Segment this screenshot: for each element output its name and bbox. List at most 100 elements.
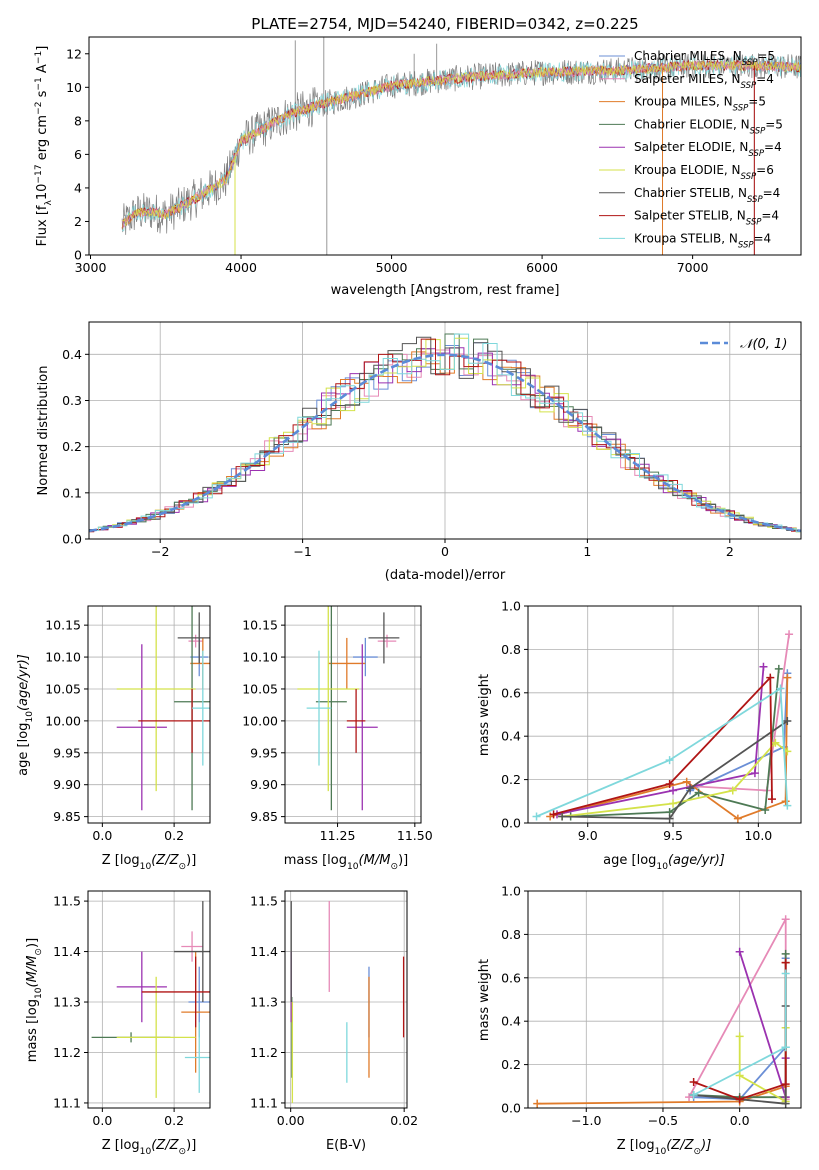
axes-frame (87, 605, 211, 824)
chart-residuals: −2 −1 0 1 2 0.0 0.1 0.2 0.3 0.4 (data-model)/error… (36, 321, 802, 583)
weight-marker (783, 673, 792, 682)
x-tick-label: 0.02 (390, 1113, 418, 1128)
x-tick-label: 0.00 (277, 1113, 305, 1128)
weight-marker (766, 673, 775, 682)
y-tick-label: 11.4 (250, 944, 278, 959)
y-tick-label: 0.1 (62, 485, 82, 500)
y-axis-label: Normed distribution (36, 366, 51, 496)
y-tick-label: 0.0 (501, 816, 521, 831)
weight-marker (533, 1099, 542, 1108)
axes-frame (284, 605, 422, 824)
plot-area (532, 630, 794, 823)
y-tick-label: 11.3 (53, 995, 81, 1010)
y-tick-label: 8 (74, 113, 82, 128)
y-tick-label: 0.2 (62, 439, 82, 454)
x-tick-label: −0.5 (648, 1113, 678, 1128)
weight-marker (735, 1071, 744, 1080)
weight-marker (781, 1080, 790, 1089)
chart-age_vs_mass: 11.25 11.50 9.85 9.90 9.95 10.00 10.05 10.10 10.… (242, 605, 433, 872)
y-tick-label: 11.5 (53, 894, 81, 909)
axes-frame (527, 605, 802, 824)
y-tick-label: 11.2 (250, 1045, 278, 1060)
y-tick-label: 0.0 (501, 1101, 521, 1116)
weight-marker (785, 630, 794, 639)
y-tick-label: 10.15 (242, 618, 278, 633)
y-tick-label: 10 (66, 80, 82, 95)
weight-marker (774, 664, 783, 673)
x-tick-label: 9.0 (578, 828, 598, 843)
weight-marker (735, 1032, 744, 1041)
weight-marker (776, 684, 785, 693)
axes-frame (88, 36, 802, 256)
y-tick-label: 11.5 (250, 894, 278, 909)
x-tick-label: 0.2 (164, 1113, 184, 1128)
weight-line (738, 951, 787, 1098)
y-tick-label: 2 (74, 214, 82, 229)
chart-spectrum: 3000 4000 5000 6000 7000 0 2 4 6 8 10 12 wavelength … (34, 36, 802, 298)
legend-label: Kroupa STELIB, NSSP=4 (634, 231, 771, 250)
x-tick-label: 0.0 (92, 828, 112, 843)
x-tick-label: 2 (726, 544, 734, 559)
y-tick-label: 11.2 (53, 1045, 81, 1060)
weight-marker (771, 738, 780, 747)
chart-mass_vs_EBV: 0.00 0.02 11.1 11.2 11.3 11.4 11.5 E(B-V) (250, 890, 418, 1153)
x-tick-label: 3000 (75, 260, 107, 275)
x-tick-label: 0.0 (730, 1113, 750, 1128)
weight-marker (781, 1043, 790, 1052)
weight-line (562, 720, 788, 820)
weight-line (570, 668, 780, 818)
x-tick-label: −1 (293, 544, 311, 559)
y-axis-label: age [log10(age/yr)] (16, 654, 35, 776)
weight-marker (781, 915, 790, 924)
x-tick-label: −1.0 (571, 1113, 601, 1128)
weight-marker (781, 797, 790, 806)
weight-line (556, 666, 765, 816)
legend-label: Kroupa ELODIE, NSSP=6 (634, 163, 774, 182)
plot-area (121, 37, 801, 255)
weight-marker (735, 1095, 744, 1104)
weight-marker (733, 814, 742, 823)
y-tick-label: 0.0 (62, 532, 82, 547)
weight-marker (665, 779, 674, 788)
figure-title: PLATE=2754, MJD=54240, FIBERID=0342, z=0… (251, 15, 638, 33)
y-tick-label: 10.05 (45, 681, 81, 696)
y-tick-label: 1.0 (501, 884, 521, 899)
weight-marker (735, 947, 744, 956)
y-tick-label: 0.2 (501, 772, 521, 787)
y-axis-label: Flux [fλ10−17 erg cm−2 s−1 A−1] (34, 46, 54, 247)
y-tick-label: 11.3 (250, 995, 278, 1010)
y-tick-label: 0.3 (62, 393, 82, 408)
y-tick-label: 10.15 (45, 618, 81, 633)
y-tick-label: 10.10 (242, 650, 278, 665)
y-tick-label: 0.6 (501, 685, 521, 700)
weight-marker (761, 805, 770, 814)
weight-marker (665, 814, 674, 823)
y-tick-label: 0.4 (62, 347, 82, 362)
weight-line (537, 962, 787, 1105)
weight-marker (549, 810, 558, 819)
chart-age_vs_Z: 0.0 0.2 9.85 9.90 9.95 10.00 10.05 10.10 10.15 Z … (16, 605, 211, 872)
axes-frame (284, 890, 408, 1109)
x-tick-label: 11.50 (397, 828, 433, 843)
weight-marker (767, 795, 776, 804)
y-tick-label: 11.1 (53, 1095, 81, 1110)
x-axis-label: Z [log10(Z/Z⊙)] (102, 853, 197, 872)
weight-marker (750, 769, 759, 778)
y-tick-label: 10.05 (242, 681, 278, 696)
legend-label: 𝒩(0, 1) (740, 337, 787, 352)
y-tick-label: 10.00 (45, 713, 81, 728)
y-tick-label: 11.1 (250, 1095, 278, 1110)
chart-weight_vs_Z: −1.0 −0.5 0.0 0.0 0.2 0.4 0.6 0.8 1.0 Z [log10(Z/… (477, 884, 802, 1157)
chart-mass_vs_Z: 0.0 0.2 11.1 11.2 11.3 11.4 11.5 Z [log10(Z/Z⊙)… (25, 890, 211, 1157)
weight-marker (686, 784, 695, 793)
x-axis-label: age [log10(age/yr)] (603, 853, 725, 872)
x-tick-label: 0.0 (92, 1113, 112, 1128)
x-tick-label: 9.5 (663, 828, 683, 843)
plot-area (89, 333, 801, 533)
normal-curve (89, 353, 801, 533)
weight-marker (689, 1090, 698, 1099)
weight-marker (694, 788, 703, 797)
residual-histogram (89, 333, 801, 533)
y-tick-label: 0.8 (501, 642, 521, 657)
weight-line (553, 675, 773, 816)
